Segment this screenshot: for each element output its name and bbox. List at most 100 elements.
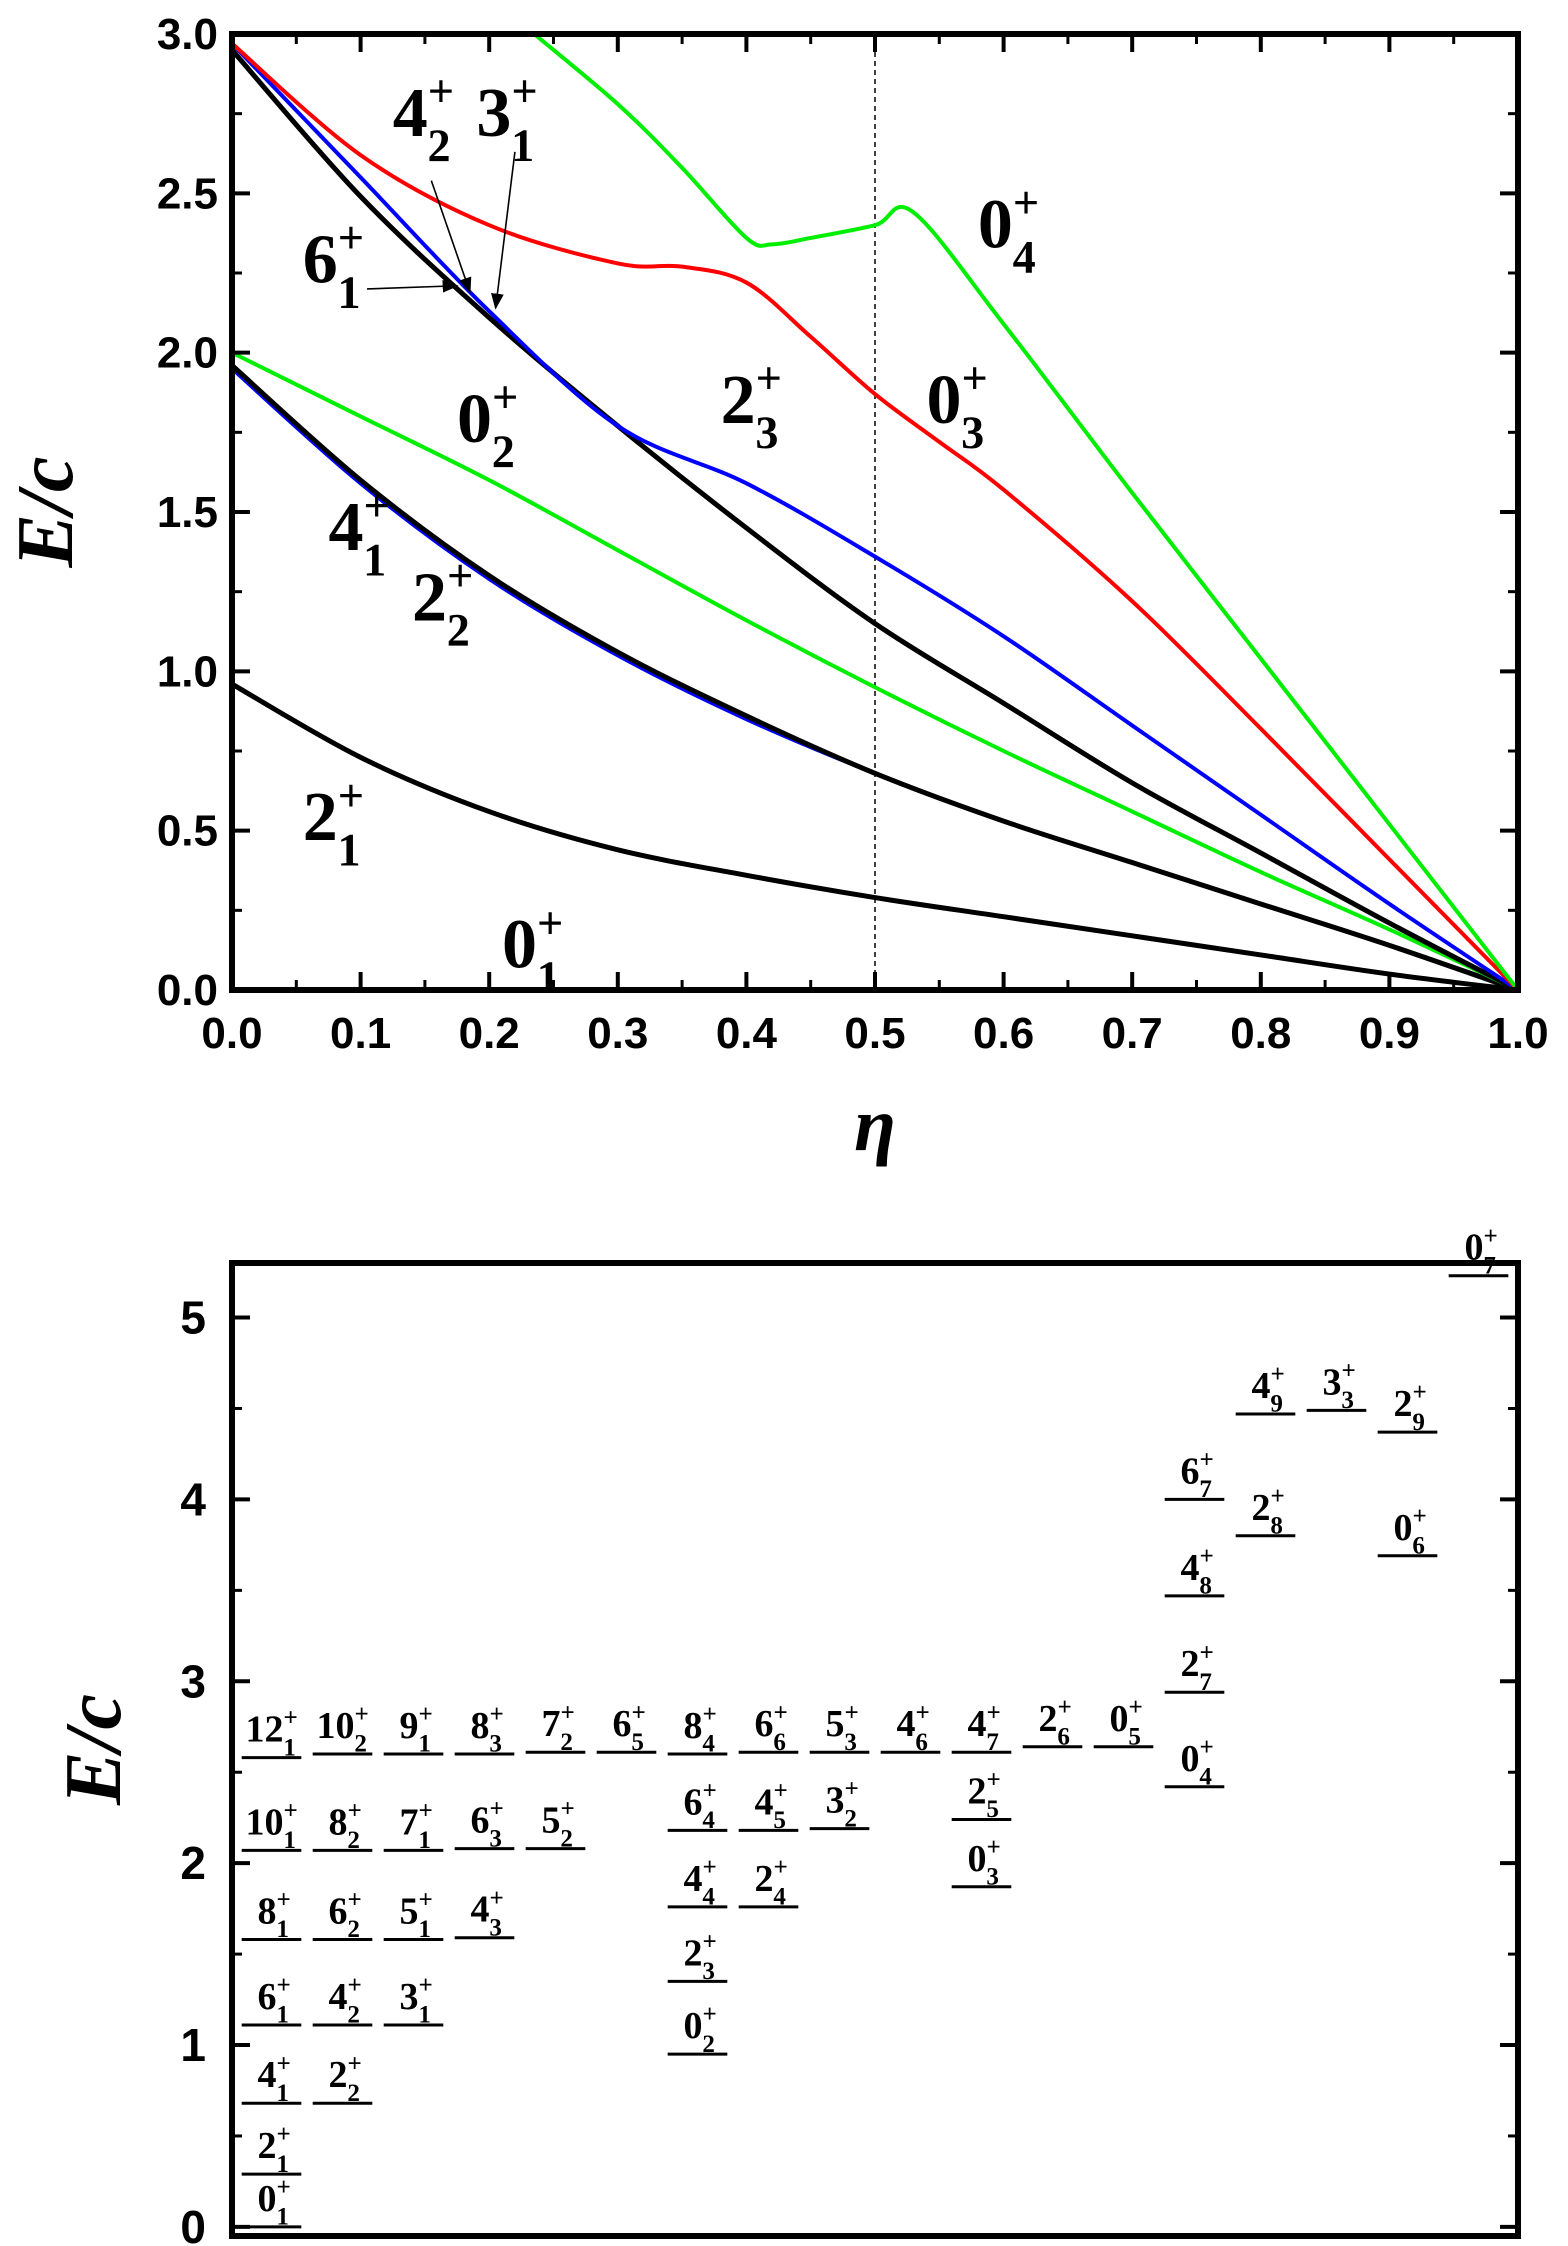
label-sub: 3: [489, 1825, 502, 1852]
state-label: 0+ 2: [457, 371, 518, 477]
level-label: 7+ 1: [400, 1797, 433, 1854]
label-main: 0: [1181, 1738, 1200, 1780]
label-main: 2: [1181, 1643, 1200, 1685]
label-sub: 7: [1199, 1476, 1212, 1503]
level-label: 3+ 2: [826, 1776, 859, 1833]
label-sup: +: [961, 352, 987, 403]
label-main: 4: [393, 75, 428, 152]
state-label: 2+ 3: [721, 352, 782, 458]
label-main: 4: [1252, 1365, 1271, 1407]
series-line-5: [232, 42, 1518, 990]
label-sup: +: [447, 550, 473, 601]
energy-vs-eta-chart: 0.0 0.1 0.2 0.3 0.4 0.5 0.6 0.7 0.8 0.9 1.0 0.0 0.5 1…: [2, 10, 1549, 1167]
label-main: 6: [471, 1800, 490, 1842]
state-label: 4+ 1: [328, 480, 389, 586]
label-main: 6: [684, 1781, 703, 1823]
label-sub: 8: [1199, 1573, 1212, 1600]
level-label: 0+ 6: [1394, 1503, 1427, 1560]
label-sub: 7: [986, 1729, 999, 1756]
label-main: 0: [457, 381, 492, 458]
label-sup: +: [703, 1777, 717, 1804]
label-main: 5: [400, 1891, 419, 1933]
label-sup: +: [1484, 1223, 1498, 1250]
label-main: 2: [258, 2125, 277, 2167]
x-tick-label: 0.4: [716, 1009, 778, 1058]
level-label: 4+ 6: [897, 1699, 930, 1756]
label-main: 0: [1465, 1227, 1484, 1269]
label-main: 12: [246, 1709, 284, 1751]
label-main: 4: [1181, 1547, 1200, 1589]
level-label: 8+ 3: [471, 1701, 504, 1758]
label-sub: 1: [418, 1731, 431, 1758]
label-sub: 9: [1412, 1409, 1425, 1436]
label-sub: 4: [702, 1807, 715, 1834]
level-label: 4+ 3: [471, 1885, 504, 1942]
label-sub: 1: [337, 824, 360, 875]
label-sup: +: [1413, 1503, 1427, 1530]
level-label: 2+ 7: [1181, 1639, 1214, 1696]
state-label: 4+ 2: [393, 66, 454, 172]
level-label: 0+ 1: [258, 2174, 291, 2231]
label-sup: +: [348, 2050, 362, 2077]
x-tick-label: 0.6: [973, 1009, 1034, 1058]
label-sub: 2: [347, 1916, 360, 1943]
label-sub: 3: [1341, 1387, 1354, 1414]
label-main: 3: [1323, 1361, 1342, 1403]
label-sup: +: [363, 480, 389, 531]
label-sup: +: [774, 1854, 788, 1881]
label-sub: 2: [354, 1731, 367, 1758]
label-sub: 5: [631, 1729, 644, 1756]
level-label: 2+ 8: [1252, 1483, 1285, 1540]
state-label: 0+ 4: [978, 177, 1039, 283]
label-sub: 7: [1199, 1669, 1212, 1696]
level-label: 4+ 4: [684, 1854, 717, 1911]
label-sub: 4: [1199, 1763, 1212, 1790]
label-sub: 1: [418, 2002, 431, 2029]
label-sub: 1: [337, 267, 360, 318]
state-label: 2+ 2: [412, 550, 473, 656]
label-sub: 7: [1483, 1252, 1496, 1279]
series-line-3: [232, 350, 1518, 990]
level-label: 12+ 1: [246, 1705, 298, 1762]
label-sub: 3: [755, 407, 778, 458]
x-tick-label: 0.5: [844, 1009, 905, 1058]
level-label: 4+ 1: [258, 2050, 291, 2107]
y-tick-label: 1: [180, 2019, 206, 2071]
label-sup: +: [338, 212, 364, 263]
label-sup: +: [845, 1776, 859, 1803]
level-label: 3+ 3: [1323, 1357, 1356, 1414]
label-main: 0: [968, 1838, 987, 1880]
label-sup: +: [1271, 1361, 1285, 1388]
label-main: 4: [328, 489, 363, 566]
label-main: 0: [1394, 1507, 1413, 1549]
x-axis-title: η: [854, 1083, 896, 1167]
label-sub: 2: [844, 1805, 857, 1832]
annotation-arrow: [367, 279, 459, 293]
y-tick-label: 0.0: [157, 966, 218, 1015]
label-sub: 1: [276, 2151, 289, 2178]
state-label: 2+ 1: [303, 770, 364, 876]
label-sub: 2: [347, 2080, 360, 2107]
label-main: 0: [978, 187, 1013, 264]
y-tick-label: 2.5: [157, 169, 218, 218]
label-main: 0: [258, 2178, 277, 2220]
series-line-7: [532, 34, 1518, 990]
level-label: 2+ 3: [684, 1928, 717, 1985]
label-sub: 1: [276, 2002, 289, 2029]
label-main: 2: [1039, 1698, 1058, 1740]
label-sup: +: [561, 1796, 575, 1823]
level-label: 0+ 5: [1110, 1694, 1143, 1751]
label-sub: 1: [511, 120, 534, 171]
x-tick-label: 0.8: [1230, 1009, 1291, 1058]
label-sup: +: [561, 1699, 575, 1726]
label-sup: +: [490, 1885, 504, 1912]
level-label: 4+ 8: [1181, 1543, 1214, 1600]
y-tick-label: 1.0: [157, 647, 218, 696]
level-label: 10+ 2: [317, 1701, 369, 1758]
level-label: 4+ 9: [1252, 1361, 1285, 1418]
label-sup: +: [1413, 1379, 1427, 1406]
label-main: 6: [755, 1703, 774, 1745]
label-sub: 2: [702, 2031, 715, 2058]
label-sup: +: [355, 1701, 369, 1728]
label-sub: 2: [492, 426, 515, 477]
